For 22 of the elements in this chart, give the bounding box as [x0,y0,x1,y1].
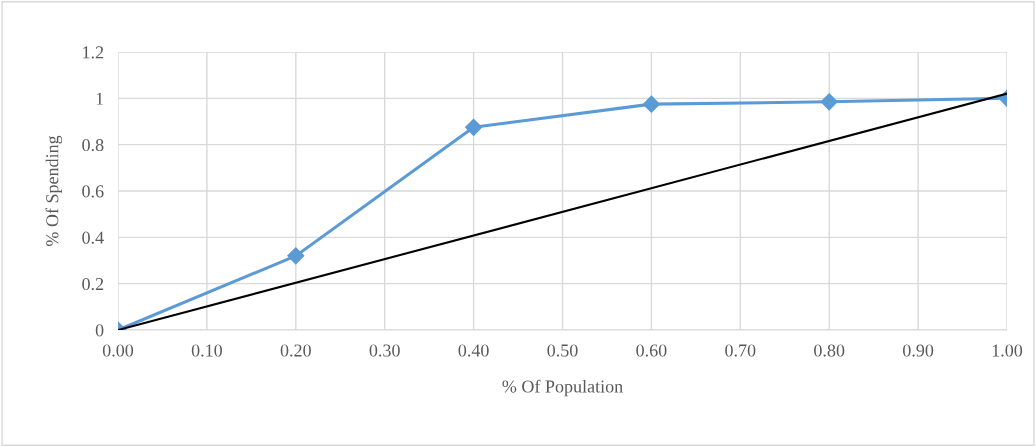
x-tick-label: 0.60 [636,344,667,357]
y-tick-label: 0 [95,324,104,337]
point [465,118,483,136]
x-tick-label: 0.00 [102,344,134,357]
x-tick-label: 0.50 [547,344,578,357]
x-tick-label: 0.20 [280,344,311,357]
point [642,95,660,113]
x-tick-label: 1.00 [992,344,1023,357]
x-tick-label: 0.40 [458,344,489,357]
x-tick-label: 0.80 [814,344,845,357]
y-tick-label: 0.4 [82,231,104,244]
x-tick-label: 0.30 [369,344,400,357]
y-tick-label: 0.6 [82,185,104,198]
y-tick-label: 0.8 [82,138,104,152]
y-tick-label: 0.2 [82,277,104,291]
y-axis-title: % Of Spending [45,135,63,247]
x-tick-label: 0.90 [902,344,934,357]
x-axis-title: % Of Population [502,379,623,397]
y-tick-label: 1 [96,92,104,105]
y-tick-label: 1.2 [83,46,104,59]
x-tick-label: 0.10 [191,344,223,357]
x-tick-label: 0.70 [725,344,756,357]
